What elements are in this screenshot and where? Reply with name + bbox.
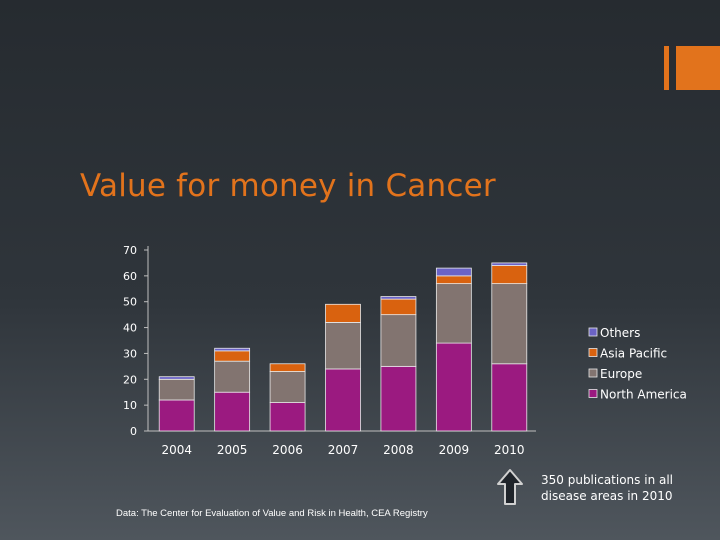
bar-north-america-2006 — [269, 402, 306, 432]
bar-asia-pacific-2005 — [214, 350, 251, 362]
slide-title: Value for money in Cancer — [80, 168, 496, 204]
bar-others-2010 — [491, 262, 528, 266]
bar-north-america-2004 — [158, 399, 195, 432]
bar-europe-2005 — [214, 360, 251, 393]
y-tick-label: 10 — [123, 399, 137, 412]
accent-bar-thin — [664, 46, 669, 90]
y-tick-label: 30 — [123, 347, 137, 360]
bar-north-america-2008 — [380, 365, 417, 432]
up-arrow-icon — [497, 469, 523, 505]
y-axis: 0 10 20 30 40 50 60 70 — [123, 244, 149, 438]
x-tick-label: 2009 — [439, 443, 470, 457]
bar-asia-pacific-2008 — [380, 298, 417, 316]
y-tick-label: 20 — [123, 373, 137, 386]
bar-europe-2007 — [325, 322, 361, 370]
bar-stack-2010 — [491, 262, 528, 432]
x-axis: 2004 2005 2006 2007 2008 2009 2010 — [148, 430, 536, 457]
bar-north-america-2005 — [214, 391, 251, 432]
bar-stack-2004 — [158, 376, 195, 432]
bar-stack-2005 — [214, 347, 251, 432]
bar-asia-pacific-2010 — [491, 265, 528, 285]
bar-asia-pacific-2009 — [435, 275, 472, 285]
x-tick-label: 2005 — [217, 443, 248, 457]
legend: Others Asia Pacific Europe North America — [588, 326, 687, 402]
x-tick-label: 2010 — [494, 443, 525, 457]
x-tick-label: 2008 — [383, 443, 414, 457]
legend-swatch — [588, 368, 598, 378]
legend-label: Others — [600, 326, 640, 340]
x-tick-label: 2004 — [161, 443, 192, 457]
y-tick-label: 50 — [123, 296, 137, 309]
accent-bar-thick — [676, 46, 720, 90]
x-tick-label: 2006 — [272, 443, 303, 457]
bar-others-2004 — [158, 376, 195, 380]
y-tick-label: 70 — [123, 244, 137, 257]
annotation-line-2: disease areas in 2010 — [541, 489, 673, 503]
publications-annotation: 350 publications in all disease areas in… — [497, 469, 673, 505]
legend-label: Asia Pacific — [600, 347, 667, 361]
bar-europe-2004 — [158, 378, 195, 401]
legend-swatch — [588, 327, 598, 337]
bar-others-2009 — [435, 267, 472, 277]
bar-north-america-2009 — [435, 342, 472, 432]
bar-series — [158, 262, 528, 432]
bar-north-america-2010 — [491, 363, 528, 432]
bar-europe-2009 — [435, 283, 472, 344]
legend-item-others: Others — [588, 326, 640, 340]
x-tick-label: 2007 — [328, 443, 359, 457]
bar-stack-2006 — [269, 363, 306, 432]
bar-europe-2006 — [269, 371, 306, 403]
legend-label: Europe — [600, 367, 642, 381]
legend-swatch — [588, 348, 598, 357]
annotation-line-1: 350 publications in all — [541, 473, 673, 487]
source-note: Data: The Center for Evaluation of Value… — [116, 508, 428, 519]
stacked-bar-chart: 0 10 20 30 40 50 60 70 2004 2005 2006 2007 2008 2009… — [123, 244, 687, 505]
y-tick-label: 0 — [130, 425, 137, 438]
bar-stack-2009 — [435, 267, 472, 432]
legend-swatch — [588, 389, 598, 398]
legend-label: North America — [600, 388, 687, 402]
legend-item-north-america: North America — [588, 388, 687, 402]
bar-europe-2010 — [491, 283, 528, 365]
bar-north-america-2007 — [325, 368, 361, 432]
bar-asia-pacific-2007 — [325, 303, 361, 323]
y-tick-label: 60 — [123, 270, 137, 283]
legend-item-asia-pacific: Asia Pacific — [588, 347, 667, 361]
bar-stack-2008 — [380, 296, 417, 432]
bar-others-2005 — [214, 347, 251, 352]
y-tick-label: 40 — [123, 322, 137, 335]
bar-asia-pacific-2006 — [269, 363, 306, 372]
bar-europe-2008 — [380, 314, 417, 367]
bar-others-2008 — [380, 296, 417, 300]
legend-item-europe: Europe — [588, 367, 642, 381]
bar-stack-2007 — [325, 303, 361, 432]
